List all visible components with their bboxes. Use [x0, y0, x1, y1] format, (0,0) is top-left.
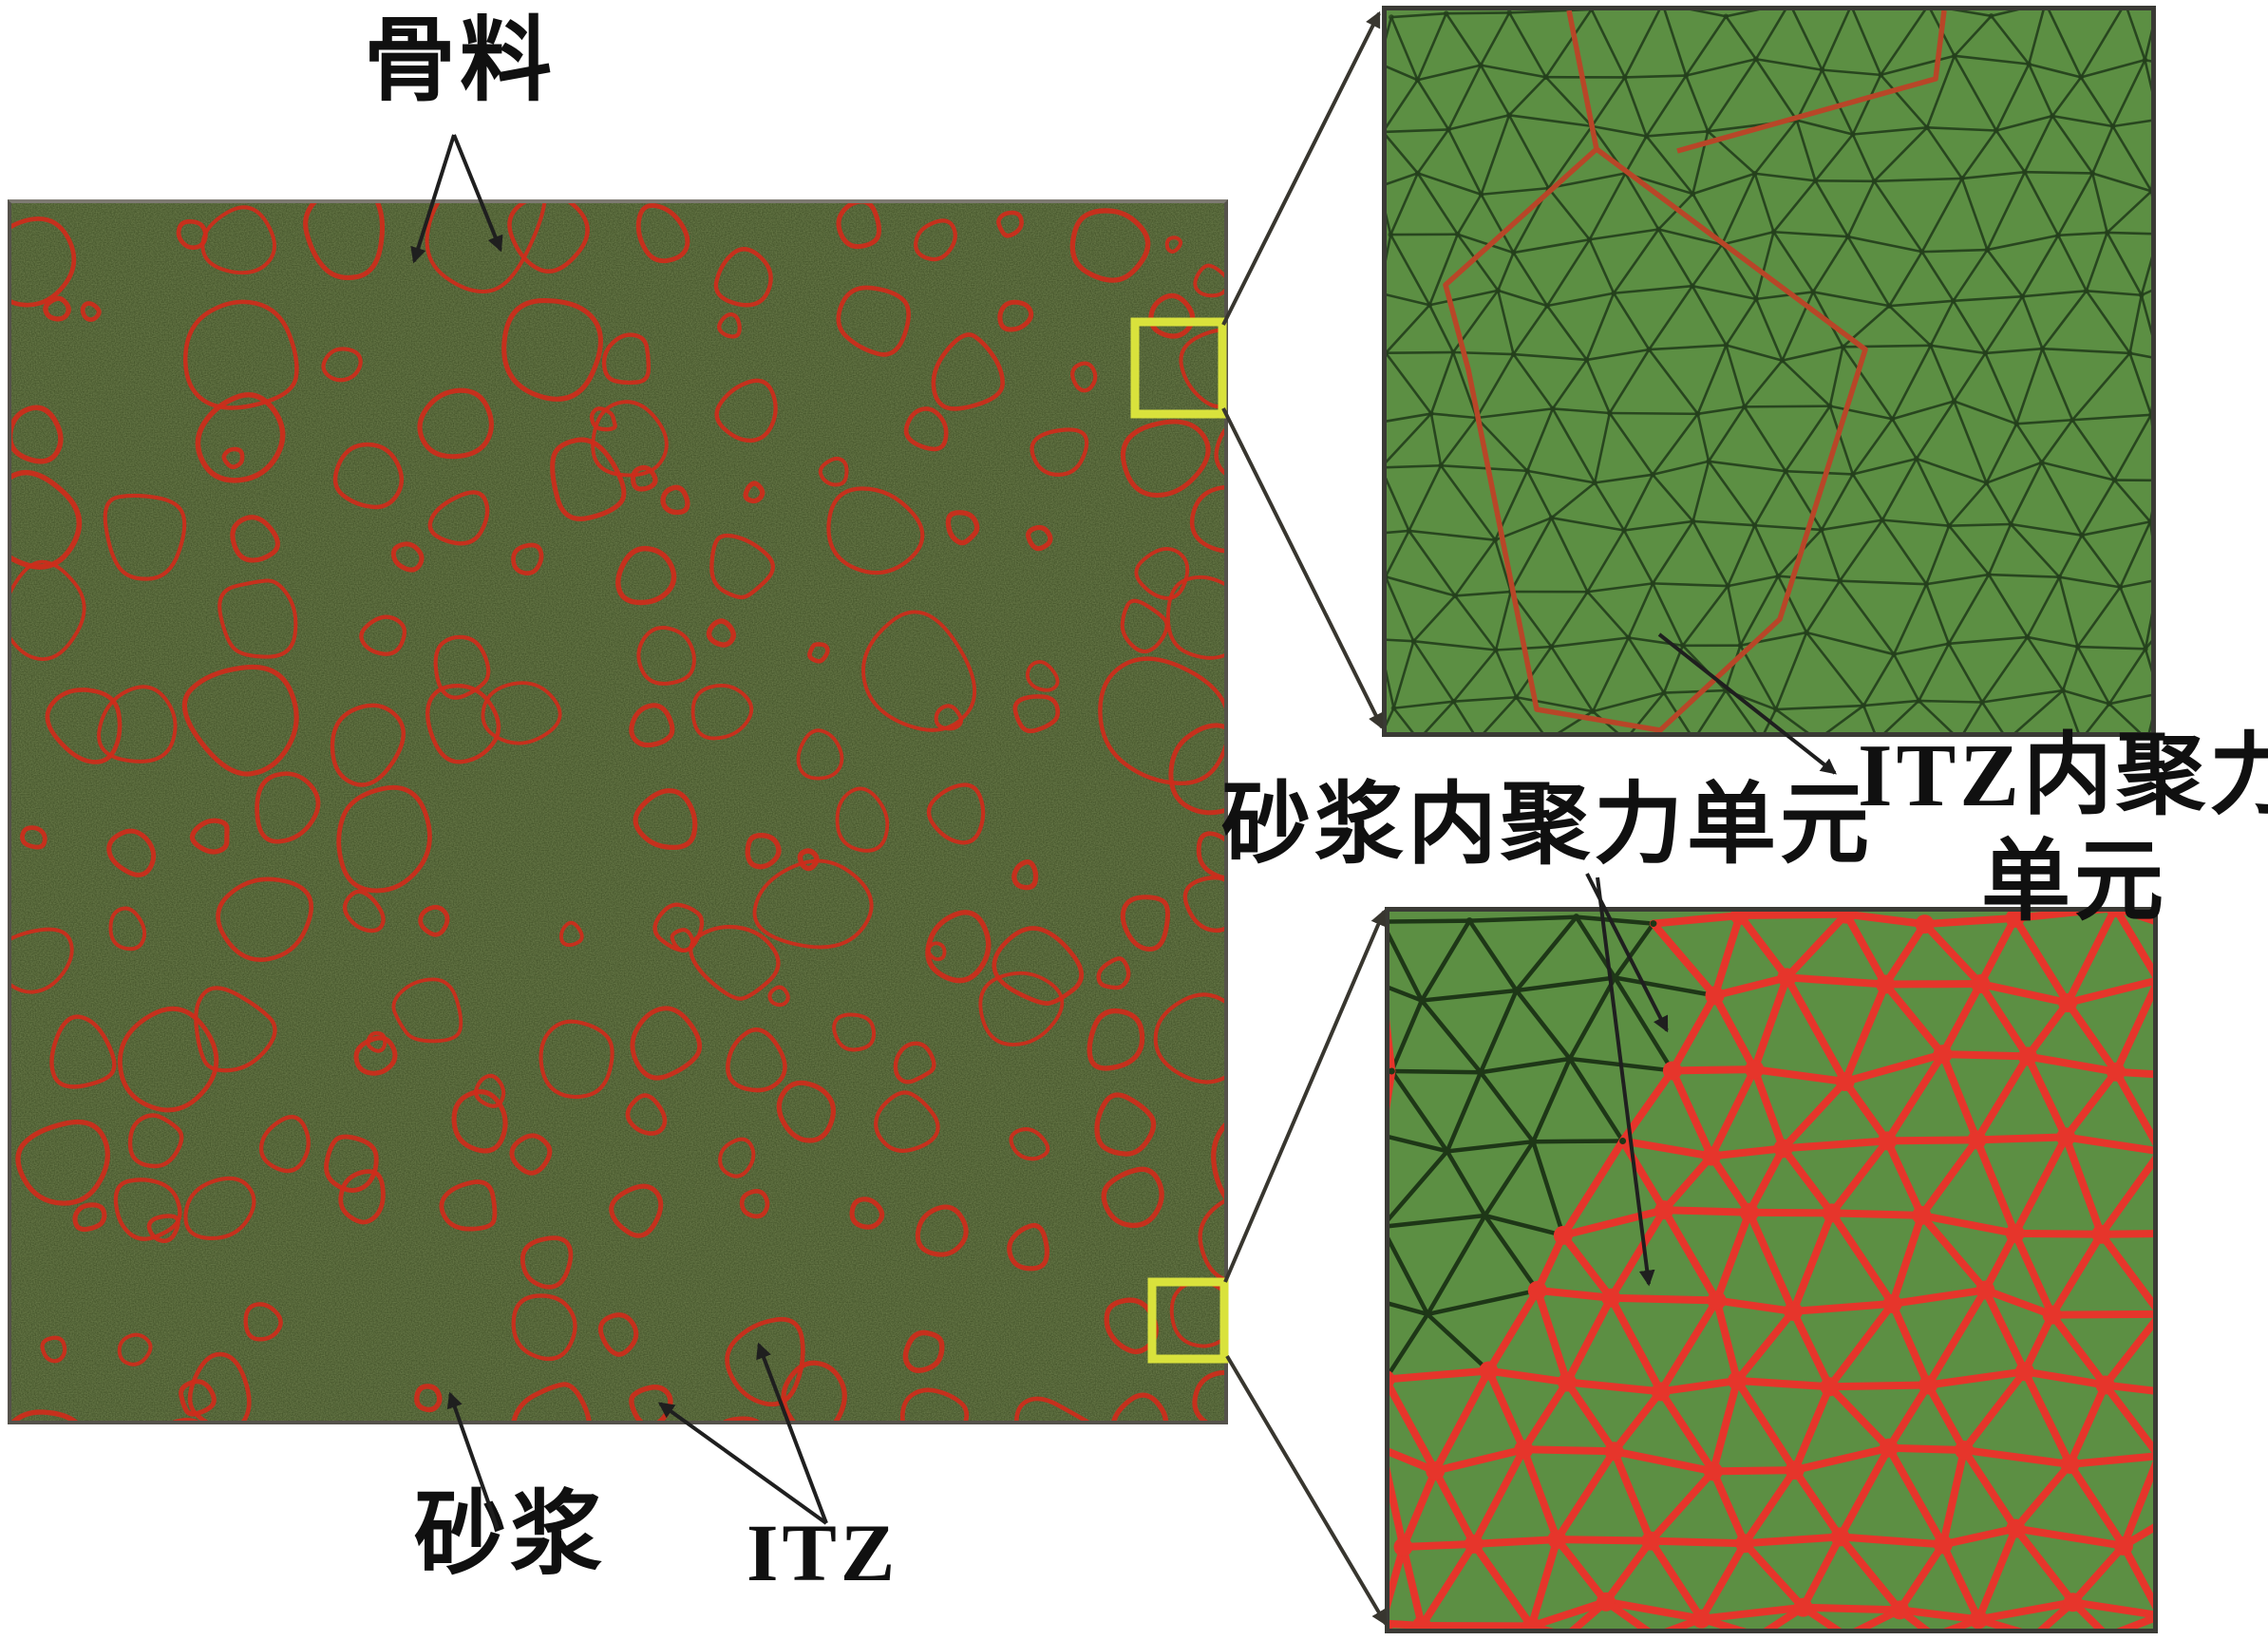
aggregate-map: [11, 203, 1224, 1421]
cohesive-nodes: [1389, 912, 2133, 1629]
aggregate-mesh-edges: [1389, 914, 1715, 1378]
mesoscale-concrete-image: [8, 199, 1228, 1424]
label-itz: ITZ: [747, 1507, 899, 1598]
label-aggregate: 骨料: [364, 10, 556, 112]
itz-mesh: [1387, 10, 2151, 732]
itz-cohesive-mesh-panel: [1382, 6, 2156, 737]
label-mortar: 砂浆: [414, 1484, 606, 1586]
mortar-mesh: [1389, 912, 2153, 1629]
label-itz-cohesive-element-line1: ITZ内聚力: [1858, 726, 2268, 825]
mesh-edges: [1387, 10, 2151, 732]
label-mortar-cohesive-element: 砂浆内聚力单元: [1221, 776, 1874, 875]
label-itz-cohesive-element-line2: 单元: [1981, 833, 2168, 932]
mortar-cohesive-mesh-panel: [1385, 907, 2158, 1633]
itz-cohesive-outline: [1443, 10, 1947, 732]
